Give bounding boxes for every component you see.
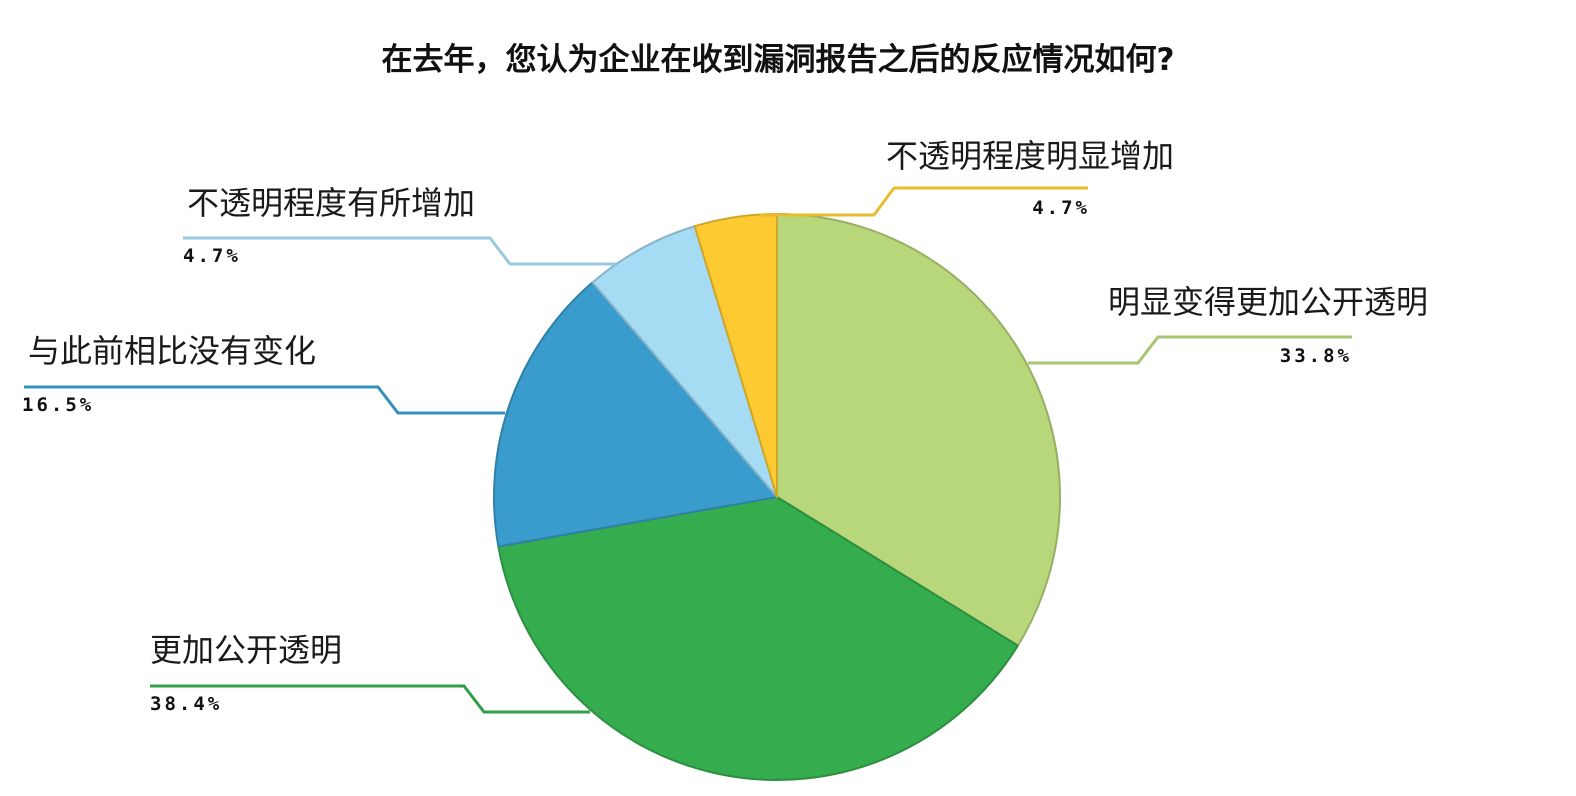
slice-label: 与此前相比没有变化: [28, 332, 316, 370]
slice-value-label: 4.7%: [183, 245, 241, 267]
slice-label: 明显变得更加公开透明: [1108, 283, 1428, 321]
leader-line: [183, 236, 616, 266]
pie-slice: [776, 213, 1061, 647]
chart-title: 在去年，您认为企业在收到漏洞报告之后的反应情况如何?: [382, 42, 1175, 78]
slice-label: 不透明程度有所增加: [187, 184, 475, 222]
slice-labels: 明显变得更加公开透明 33.8% 更加公开透明 38.4% 与此前相比没有变化 16.5%…: [22, 137, 1428, 715]
slice-label: 不透明程度明显增加: [886, 137, 1174, 175]
leader-line: [24, 385, 505, 415]
leader-lines: [24, 186, 1352, 714]
pie-slices: [493, 213, 1061, 781]
slice-value-label: 16.5%: [22, 394, 94, 416]
pie-slice: [497, 496, 1019, 781]
slice-value-label: 4.7%: [1032, 197, 1090, 219]
slice-value-label: 38.4%: [150, 693, 222, 715]
pie-slice: [493, 281, 778, 548]
slice-label: 更加公开透明: [150, 631, 342, 669]
leader-line: [760, 186, 1088, 217]
leader-line: [150, 684, 590, 714]
slice-value-label: 33.8%: [1280, 345, 1352, 367]
leader-line: [1028, 335, 1352, 365]
pie-slice: [591, 225, 778, 498]
